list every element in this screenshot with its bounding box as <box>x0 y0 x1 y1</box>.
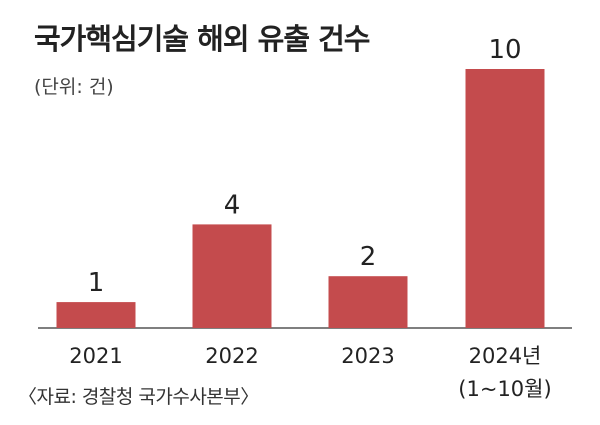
x-tick-sublabel: (1~10월) <box>458 377 551 401</box>
source-note: 〈자료: 경찰청 국가수사본부〉 <box>18 386 259 408</box>
bar-2024년 <box>465 69 545 328</box>
unit-label: (단위: 건) <box>34 76 114 98</box>
x-tick-label-2024년: 2024년 <box>469 344 542 368</box>
chart-title: 국가핵심기술 해외 유출 건수 <box>34 22 370 56</box>
bar-2021 <box>56 302 136 328</box>
value-label-2021: 1 <box>88 268 105 298</box>
x-tick-label-2022: 2022 <box>205 344 258 368</box>
x-tick-label-2023: 2023 <box>341 344 394 368</box>
x-tick-label-2021: 2021 <box>69 344 122 368</box>
bar-2023 <box>328 276 408 328</box>
bar-2022 <box>192 224 272 328</box>
value-label-2022: 4 <box>224 190 241 220</box>
value-label-2023: 2 <box>360 242 377 272</box>
value-label-2024년: 10 <box>488 35 521 65</box>
